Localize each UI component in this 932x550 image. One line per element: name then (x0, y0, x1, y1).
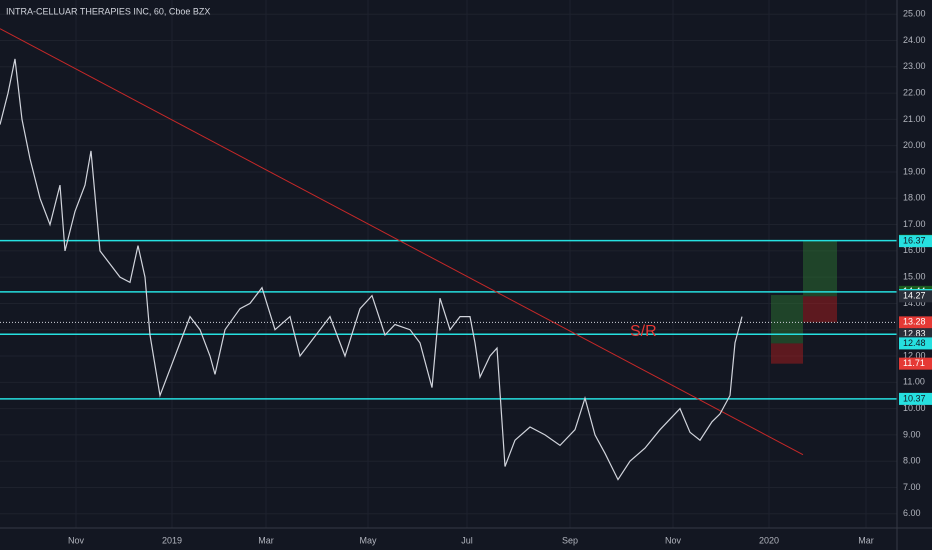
y-tick-label: 9.00 (903, 429, 921, 439)
y-tick-label: 19.00 (903, 166, 926, 176)
plot: S/R (0, 28, 897, 481)
target-zone (803, 241, 837, 297)
price-label: 11.71 (903, 358, 925, 368)
x-tick-label: Mar (858, 535, 874, 545)
price-label: 13.28 (903, 317, 926, 327)
chart-title: INTRA-CELLUAR THERAPIES INC, 60, Cboe BZ… (6, 6, 210, 16)
price-label-box (899, 357, 932, 370)
y-tick-label: 12.00 (903, 350, 926, 360)
target-zone (771, 295, 803, 344)
y-tick-label: 21.00 (903, 114, 926, 124)
axis-labels: 6.007.008.009.0010.0011.0012.0013.0014.0… (68, 9, 932, 545)
y-tick-label: 14.00 (903, 298, 926, 308)
y-tick-label: 11.00 (903, 377, 925, 387)
y-tick-label: 16.00 (903, 245, 926, 255)
y-tick-label: 10.00 (903, 403, 926, 413)
price-label-box (899, 337, 932, 350)
price-label-box (899, 392, 932, 405)
y-tick-label: 15.00 (903, 272, 926, 282)
y-tick-label: 22.00 (903, 87, 926, 97)
y-tick-label: 24.00 (903, 35, 926, 45)
x-tick-label: Nov (665, 535, 682, 545)
y-tick-label: 6.00 (903, 508, 921, 518)
x-tick-label: Mar (258, 535, 274, 545)
stop-zone (803, 296, 837, 323)
x-tick-label: 2020 (759, 535, 779, 545)
price-label: 10.37 (903, 393, 926, 403)
price-label-box (899, 235, 932, 248)
y-tick-label: 7.00 (903, 482, 921, 492)
x-tick-label: Nov (68, 535, 85, 545)
annotation: S/R (630, 323, 657, 340)
y-tick-label: 25.00 (903, 9, 926, 19)
y-tick-label: 20.00 (903, 140, 926, 150)
price-label: 12.83 (903, 329, 926, 339)
trendline (0, 28, 804, 456)
price-label-box (899, 290, 932, 303)
grid (0, 0, 897, 528)
y-tick-label: 8.00 (903, 456, 921, 466)
x-tick-label: Jul (461, 535, 473, 545)
x-tick-label: May (359, 535, 377, 545)
price-label: 16.37 (903, 235, 926, 245)
y-tick-label: 23.00 (903, 61, 926, 71)
price-line (0, 58, 743, 481)
price-label: 12.48 (903, 338, 926, 348)
y-tick-label: 18.00 (903, 193, 926, 203)
price-label-box (899, 316, 932, 329)
stop-zone (771, 343, 803, 364)
y-tick-label: 17.00 (903, 219, 926, 229)
x-tick-label: 2019 (162, 535, 182, 545)
x-tick-label: Sep (562, 535, 578, 545)
price-label: 14.27 (903, 291, 926, 301)
